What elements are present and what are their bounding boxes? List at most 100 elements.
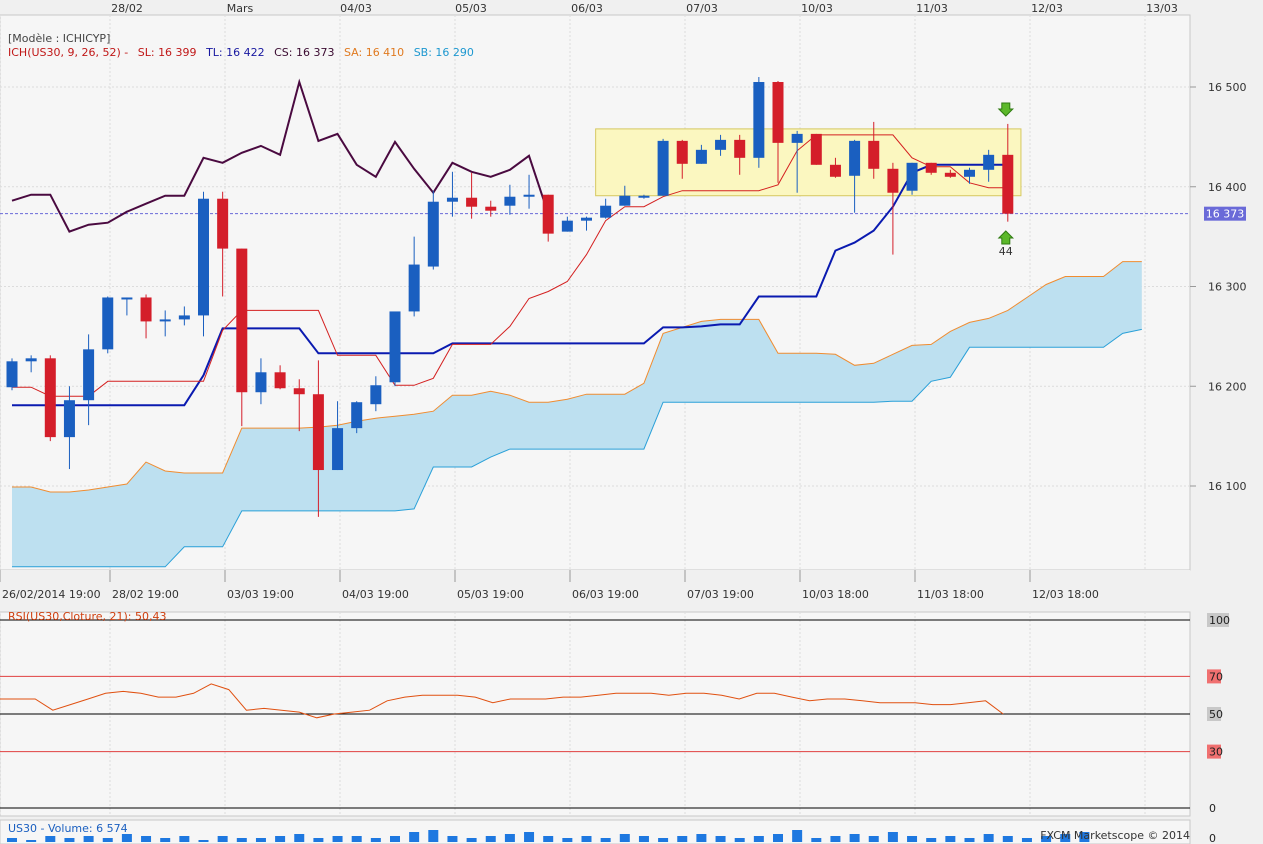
volume-bar	[964, 838, 975, 842]
bear-candle	[466, 197, 478, 207]
volume-bar	[1002, 836, 1013, 842]
bull-candle	[983, 154, 995, 170]
top-date-label: 12/03	[1031, 2, 1063, 15]
volume-axis-label: 0	[1209, 832, 1216, 844]
bull-candle	[849, 140, 861, 176]
rsi-label: RSI(US30,Cloture, 21): 50,43	[8, 610, 166, 623]
volume-bar	[485, 836, 496, 842]
bear-candle	[236, 248, 248, 393]
kijun-line	[12, 163, 1008, 407]
volume-bar	[409, 832, 420, 842]
bull-candle	[715, 139, 727, 150]
volume-bar	[466, 838, 477, 842]
bull-candle	[408, 264, 420, 312]
indicator-legend: ICH(US30, 9, 26, 52) - SL: 16 399 TL: 16…	[8, 46, 474, 59]
bull-candle	[370, 385, 382, 405]
cs-label: CS: 16 373	[274, 46, 334, 59]
copyright: FXCM Marketscope © 2014	[1040, 829, 1190, 842]
volume-bar	[753, 836, 764, 842]
x-tick-label: 06/03 19:00	[572, 588, 639, 601]
volume-bar	[983, 834, 994, 842]
volume-bar	[907, 836, 918, 842]
price-grid	[0, 15, 1190, 570]
y-tick-label: 16 500	[1208, 81, 1247, 94]
volume-bar	[1021, 838, 1032, 842]
span-b-line	[12, 328, 1142, 568]
bull-candle	[753, 82, 765, 158]
x-tick-label: 03/03 19:00	[227, 588, 294, 601]
bear-candle	[944, 172, 956, 177]
bear-candle	[676, 140, 688, 164]
volume-bar	[581, 836, 592, 842]
bull-candle	[102, 297, 114, 350]
bear-candle	[293, 388, 305, 395]
volume-bar	[868, 836, 879, 842]
rsi-level-tag	[1207, 707, 1221, 721]
volume-bar	[83, 836, 94, 842]
bull-candle	[25, 358, 37, 362]
sb-label: SB: 16 290	[414, 46, 474, 59]
volume-bar	[332, 836, 343, 842]
bear-candle	[217, 198, 229, 249]
x-tick-label: 11/03 18:00	[917, 588, 984, 601]
volume-bar	[849, 834, 860, 842]
top-date-label: Mars	[227, 2, 254, 15]
top-date-label: 06/03	[571, 2, 603, 15]
volume-bar	[236, 838, 247, 842]
rsi-level-tag	[1207, 613, 1229, 627]
top-date-label: 07/03	[686, 2, 718, 15]
volume-bar	[773, 834, 783, 842]
top-date-label: 10/03	[801, 2, 833, 15]
volume-bar	[677, 836, 688, 842]
signal-count: 44	[999, 245, 1013, 258]
volume-bar	[179, 836, 190, 842]
candles	[6, 77, 1014, 517]
volume-bar	[504, 834, 515, 842]
bull-candle	[389, 311, 401, 383]
arrow-down-icon	[997, 102, 1015, 117]
volume-bar	[64, 838, 75, 842]
bear-candle	[925, 162, 937, 173]
bull-candle	[657, 140, 669, 196]
x-tick-label: 05/03 19:00	[457, 588, 524, 601]
arrow-up-icon	[997, 230, 1015, 245]
volume-bar	[275, 836, 286, 842]
volume-bar	[390, 836, 400, 842]
bear-candle	[140, 297, 152, 322]
volume-bar	[198, 840, 209, 842]
top-date-label: 05/03	[455, 2, 487, 15]
bull-candle	[6, 361, 18, 388]
volume-bar	[600, 838, 611, 842]
bull-candle	[523, 194, 535, 197]
bear-candle	[829, 164, 841, 177]
bear-candle	[274, 372, 286, 389]
volume-bar	[524, 832, 535, 842]
rsi-level-tag	[1207, 744, 1221, 759]
bull-candle	[178, 315, 190, 320]
volume-bar	[926, 838, 937, 842]
volume-bar	[428, 830, 439, 842]
rsi-level-tag	[1207, 669, 1221, 684]
volume-label: US30 - Volume: 6 574	[8, 822, 128, 835]
tenkan-line	[12, 134, 1008, 397]
volume-bar	[141, 836, 152, 842]
y-tick-label: 16 100	[1208, 480, 1247, 493]
bull-candle	[159, 319, 171, 322]
bear-candle	[485, 206, 497, 211]
volume-bar	[26, 840, 37, 842]
bull-candle	[561, 220, 573, 232]
bull-candle	[63, 400, 75, 438]
rsi-level-label: 30	[1209, 746, 1223, 759]
sa-label: SA: 16 410	[344, 46, 404, 59]
volume-bar	[7, 838, 17, 842]
volume-bar	[255, 838, 266, 842]
cloud-fill	[12, 261, 1142, 567]
volume-bar	[1079, 832, 1090, 842]
bull-candle	[83, 349, 95, 401]
bear-candle	[887, 168, 899, 193]
volume-bars: 0	[7, 830, 1216, 844]
volume-bar	[543, 836, 554, 842]
rsi-level-label: 70	[1209, 670, 1223, 683]
rsi-line	[0, 683, 1004, 719]
